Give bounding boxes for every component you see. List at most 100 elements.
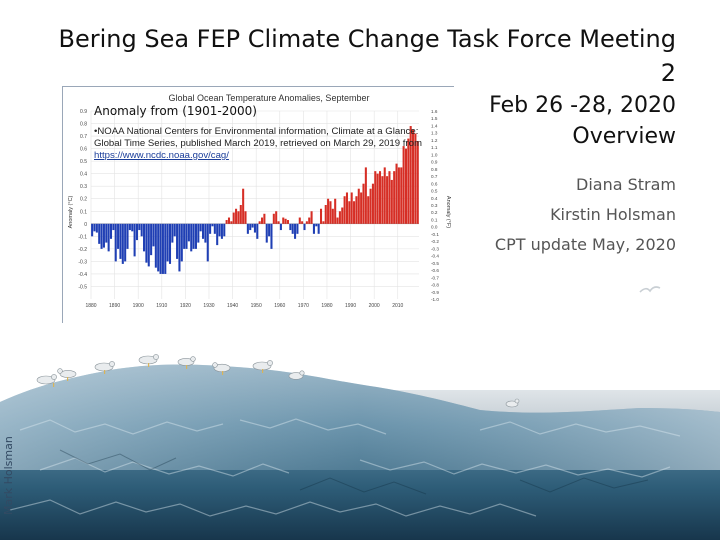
y2-tick-label: 0.5 <box>431 189 438 194</box>
anomaly-bar <box>407 138 410 224</box>
overview-label: Overview <box>572 124 676 149</box>
y-tick-label: -0.4 <box>78 272 87 278</box>
anomaly-bar <box>303 223 306 231</box>
anomaly-bar <box>114 223 117 262</box>
y-axis-label: Anomaly (°C) <box>68 195 74 228</box>
anomaly-bar <box>202 223 205 239</box>
anomaly-bar <box>395 163 398 224</box>
anomaly-bar <box>253 223 256 233</box>
y2-tick-label: 0.8 <box>431 167 438 172</box>
anomaly-bar <box>331 208 334 224</box>
anomaly-bar <box>147 223 150 267</box>
anomaly-bar <box>353 201 356 224</box>
x-tick-label: 1920 <box>180 303 191 309</box>
y2-tick-label: 0.7 <box>431 174 438 179</box>
anomaly-bar <box>324 205 327 224</box>
x-tick-label: 1910 <box>156 303 167 309</box>
y2-tick-label: -0.9 <box>431 290 439 295</box>
anomaly-bar <box>305 221 308 224</box>
y-tick-label: -0.2 <box>78 247 87 253</box>
anomaly-bar <box>161 223 164 274</box>
anomaly-bar <box>251 223 254 228</box>
anomaly-bar <box>393 171 396 224</box>
anomaly-bar <box>400 167 403 224</box>
anomaly-bar <box>284 218 287 224</box>
anomaly-bar <box>138 223 141 231</box>
x-tick-label: 1960 <box>274 303 285 309</box>
anomaly-bar <box>211 223 214 227</box>
anomaly-bar <box>279 223 282 231</box>
anomaly-bar <box>289 223 292 231</box>
anomaly-bar <box>204 223 207 243</box>
anomaly-bar <box>218 223 221 237</box>
y2-tick-label: 1.4 <box>431 123 438 128</box>
anomaly-bar <box>128 223 131 231</box>
anomaly-bar <box>265 223 268 243</box>
anomaly-bar <box>329 201 332 224</box>
anomaly-bar <box>176 223 179 259</box>
anomaly-bar <box>277 221 280 224</box>
x-tick-label: 1950 <box>251 303 262 309</box>
anomaly-bar <box>402 146 405 224</box>
gull-icon <box>639 286 661 293</box>
anomaly-bar <box>187 223 190 242</box>
y2-tick-label: -0.8 <box>431 283 439 288</box>
x-tick-label: 2000 <box>369 303 380 309</box>
y2-tick-label: -0.5 <box>431 261 439 266</box>
x-tick-label: 1900 <box>133 303 144 309</box>
update-note: CPT update May, 2020 <box>494 235 676 254</box>
anomaly-bar <box>338 211 341 224</box>
y2-tick-label: 0.2 <box>431 210 438 215</box>
anomaly-bar <box>268 223 271 237</box>
anomaly-heading: Anomaly from (1901-2000) <box>94 104 257 118</box>
author-2: Kirstin Holsman <box>550 205 676 224</box>
anomaly-bar <box>95 223 98 233</box>
anomaly-bar <box>249 223 252 231</box>
y2-axis-label: Anomaly (°F) <box>445 196 451 228</box>
title-line-2: 2 <box>660 59 676 87</box>
anomaly-bar <box>199 223 202 232</box>
source-link[interactable]: https://www.ncdc.noaa.gov/cag/ <box>94 150 229 161</box>
y2-tick-label: 1.2 <box>431 138 438 143</box>
anomaly-bar <box>327 198 330 224</box>
anomaly-bar <box>343 196 346 224</box>
anomaly-bar <box>294 223 297 239</box>
anomaly-bar <box>107 223 110 252</box>
y-tick-label: -0.5 <box>78 284 87 290</box>
anomaly-bar <box>98 223 101 244</box>
sea-ice-photo <box>0 350 720 540</box>
anomaly-bar <box>227 217 231 224</box>
anomaly-bar <box>124 223 127 262</box>
anomaly-bar <box>315 223 318 227</box>
y-tick-label: 0.9 <box>80 109 87 115</box>
slide-subtitle: Feb 26 -28, 2020 Overview <box>489 90 676 152</box>
anomaly-bar <box>119 223 122 259</box>
y-tick-label: 0.7 <box>80 134 87 140</box>
x-tick-label: 1890 <box>109 303 120 309</box>
anomaly-bar <box>404 148 408 224</box>
anomaly-bar <box>263 213 266 224</box>
y2-tick-label: -0.1 <box>431 232 439 237</box>
y-tick-label: 0 <box>84 222 87 228</box>
anomaly-bar <box>260 217 264 224</box>
anomaly-bar <box>135 223 138 241</box>
anomaly-bar <box>414 133 417 224</box>
y2-tick-label: 0.9 <box>431 160 438 165</box>
anomaly-bar <box>371 183 374 224</box>
temperature-anomaly-chart: Global Ocean Temperature Anomalies, Sept… <box>62 86 455 324</box>
anomaly-bar <box>232 212 235 224</box>
anomaly-bar <box>152 223 155 247</box>
anomaly-bar <box>360 192 363 224</box>
anomaly-bar <box>409 126 412 224</box>
anomaly-bar <box>367 196 370 224</box>
anomaly-bar <box>397 167 400 224</box>
anomaly-bar <box>390 179 393 224</box>
y2-tick-label: 1.6 <box>431 109 438 114</box>
anomaly-bar <box>336 217 339 224</box>
anomaly-bar <box>131 223 134 232</box>
anomaly-bar <box>291 223 294 234</box>
anomaly-bar <box>282 217 285 224</box>
anomaly-bar <box>237 211 240 224</box>
x-tick-label: 1970 <box>298 303 309 309</box>
